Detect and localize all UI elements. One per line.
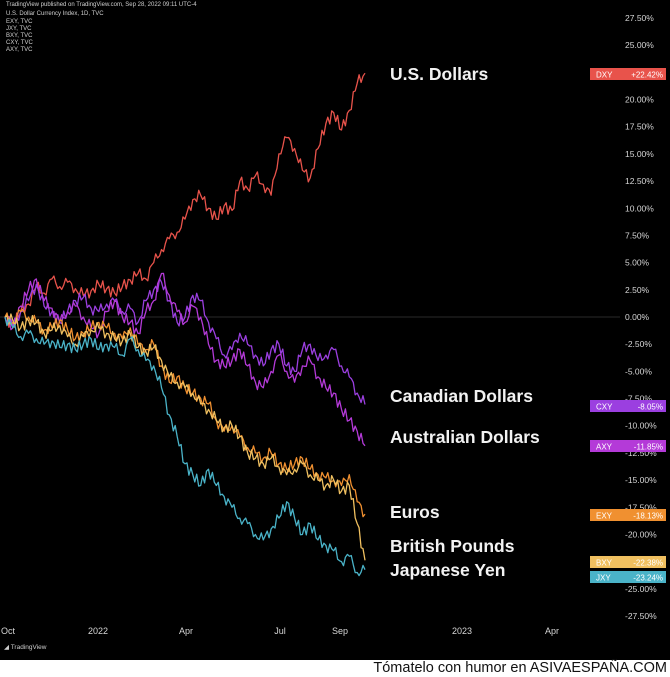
- y-tick-label: -15.00%: [625, 475, 657, 485]
- y-tick-label: -10.00%: [625, 421, 657, 431]
- tradingview-logo: ◢ TradingView: [4, 643, 46, 651]
- compare-symbol: BXY, TVC: [6, 33, 33, 39]
- x-tick-label: Apr: [545, 626, 559, 636]
- footer-prefix: Tómatelo con humor en: [373, 660, 530, 676]
- badge-value: -8.05%: [638, 403, 663, 412]
- currency-index-chart[interactable]: 27.50%25.00%22.50%20.00%17.50%15.00%12.5…: [0, 0, 670, 660]
- x-tick-label: 2022: [88, 626, 108, 636]
- y-tick-label: 27.50%: [625, 13, 654, 23]
- watermark-footer: Tómatelo con humor en ASIVAESPAÑA.COM: [0, 660, 670, 677]
- y-tick-label: 2.50%: [625, 285, 650, 295]
- y-tick-label: -2.50%: [625, 339, 652, 349]
- x-tick-label: Sep: [332, 626, 348, 636]
- chart-symbol-title: U.S. Dollar Currency Index, 1D, TVC: [6, 11, 104, 17]
- series-line-bxy[interactable]: [4, 313, 366, 561]
- compare-symbol: JXY, TVC: [6, 26, 32, 32]
- series-line-dxy[interactable]: [4, 72, 366, 329]
- y-tick-label: 5.00%: [625, 258, 650, 268]
- y-tick-label: -5.00%: [625, 366, 652, 376]
- series-name-label: Canadian Dollars: [390, 386, 533, 406]
- badge-ticker: JXY: [596, 574, 611, 583]
- y-tick-label: 10.00%: [625, 203, 654, 213]
- series-name-label: Euros: [390, 502, 440, 522]
- series-name-label: Japanese Yen: [390, 560, 505, 580]
- series-line-axy[interactable]: [4, 272, 366, 447]
- chart-published-header: TradingView published on TradingView.com…: [6, 2, 197, 8]
- badge-ticker: AXY: [596, 443, 613, 452]
- y-tick-label: -17.50%: [625, 502, 657, 512]
- last-value-badge: [590, 440, 666, 452]
- y-tick-label: -25.00%: [625, 584, 657, 594]
- compare-symbol: CXY, TVC: [6, 40, 33, 46]
- y-tick-label: 7.50%: [625, 230, 650, 240]
- series-line-jxy[interactable]: [4, 316, 366, 577]
- series-line-exy[interactable]: [4, 308, 366, 518]
- compare-symbol: EXY, TVC: [6, 19, 33, 25]
- y-tick-label: 15.00%: [625, 149, 654, 159]
- y-tick-label: 0.00%: [625, 312, 650, 322]
- x-tick-label: Oct: [1, 626, 16, 636]
- last-value-badge: [590, 68, 666, 80]
- last-value-badge: [590, 571, 666, 583]
- x-tick-label: 2023: [452, 626, 472, 636]
- tradingview-logo-text: TradingView: [10, 644, 47, 651]
- x-tick-label: Apr: [179, 626, 193, 636]
- y-tick-label: 20.00%: [625, 95, 654, 105]
- badge-ticker: BXY: [596, 559, 613, 568]
- last-value-badge: [590, 400, 666, 412]
- badge-ticker: EXY: [596, 512, 613, 521]
- badge-value: -11.85%: [634, 443, 663, 452]
- compare-symbol: AXY, TVC: [6, 47, 33, 53]
- series-name-label: U.S. Dollars: [390, 64, 488, 84]
- y-tick-label: -20.00%: [625, 529, 657, 539]
- y-tick-label: -7.50%: [625, 394, 652, 404]
- badge-value: -23.24%: [633, 574, 663, 583]
- y-tick-label: 12.50%: [625, 176, 654, 186]
- x-tick-label: Jul: [274, 626, 286, 636]
- series-name-label: Australian Dollars: [390, 427, 540, 447]
- footer-site[interactable]: ASIVAESPAÑA.COM: [529, 660, 667, 676]
- tradingview-logo-icon: ◢: [4, 644, 11, 651]
- badge-ticker: DXY: [596, 71, 613, 80]
- last-value-badge: [590, 556, 666, 568]
- series-line-cxy[interactable]: [4, 277, 366, 405]
- last-value-badge: [590, 509, 666, 521]
- y-tick-label: 25.00%: [625, 40, 654, 50]
- y-tick-label: 17.50%: [625, 122, 654, 132]
- badge-value: -22.38%: [633, 559, 663, 568]
- badge-value: +22.42%: [631, 71, 663, 80]
- badge-value: -18.13%: [633, 512, 663, 521]
- y-tick-label: -12.50%: [625, 448, 657, 458]
- badge-ticker: CXY: [596, 403, 613, 412]
- y-tick-label: -27.50%: [625, 611, 657, 621]
- series-name-label: British Pounds: [390, 536, 515, 556]
